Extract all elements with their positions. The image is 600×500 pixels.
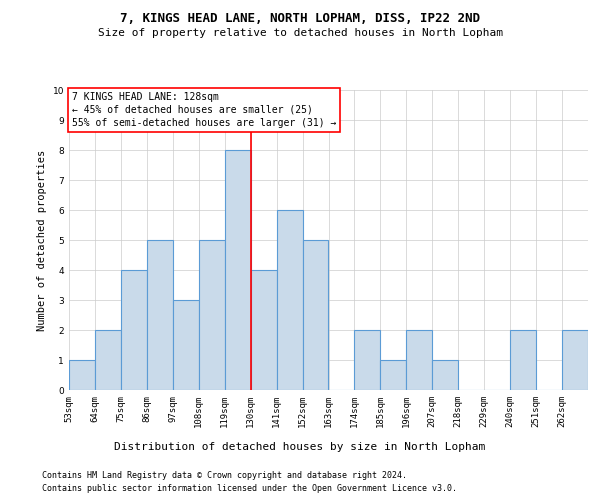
Bar (562, 330, 588, 390)
Bar (224, 150, 251, 390)
Bar (121, 270, 147, 390)
Bar (251, 270, 277, 390)
Text: 7, KINGS HEAD LANE, NORTH LOPHAM, DISS, IP22 2ND: 7, KINGS HEAD LANE, NORTH LOPHAM, DISS, … (120, 12, 480, 26)
Bar (173, 300, 199, 390)
Bar (147, 240, 173, 390)
Bar (355, 330, 380, 390)
Y-axis label: Number of detached properties: Number of detached properties (37, 150, 47, 330)
Bar (380, 360, 406, 390)
Bar (406, 330, 432, 390)
Bar (69, 360, 95, 390)
Text: Contains HM Land Registry data © Crown copyright and database right 2024.: Contains HM Land Registry data © Crown c… (42, 471, 407, 480)
Bar (277, 210, 302, 390)
Bar (95, 330, 121, 390)
Bar (510, 330, 536, 390)
Bar (302, 240, 329, 390)
Bar (432, 360, 458, 390)
Text: Distribution of detached houses by size in North Lopham: Distribution of detached houses by size … (115, 442, 485, 452)
Text: 7 KINGS HEAD LANE: 128sqm
← 45% of detached houses are smaller (25)
55% of semi-: 7 KINGS HEAD LANE: 128sqm ← 45% of detac… (71, 92, 336, 128)
Text: Size of property relative to detached houses in North Lopham: Size of property relative to detached ho… (97, 28, 503, 38)
Bar (199, 240, 224, 390)
Text: Contains public sector information licensed under the Open Government Licence v3: Contains public sector information licen… (42, 484, 457, 493)
